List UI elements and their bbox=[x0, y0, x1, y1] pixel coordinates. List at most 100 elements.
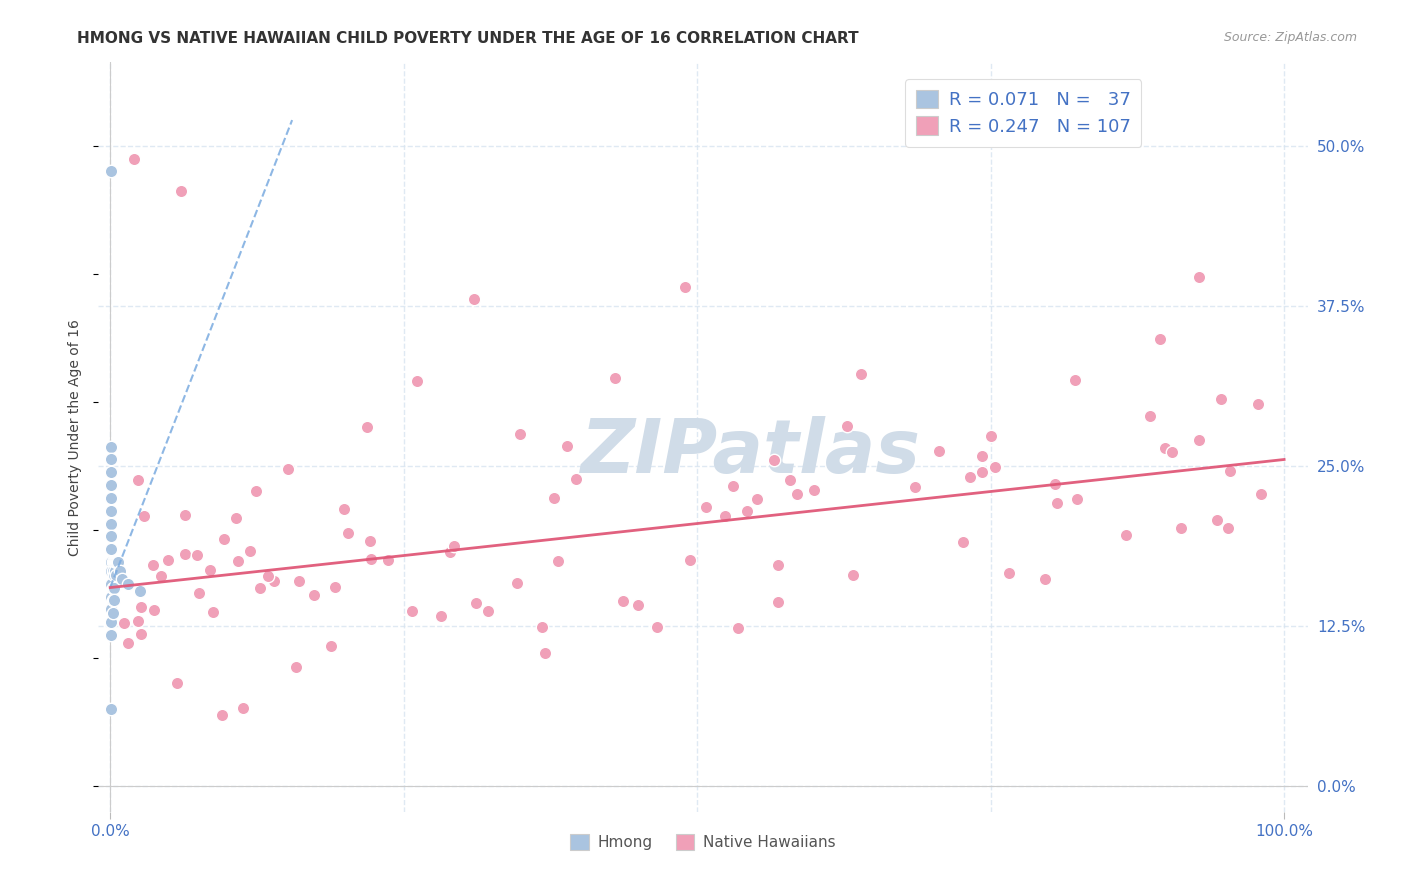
Point bbox=[377, 552, 399, 566]
Point bbox=[849, 368, 872, 382]
Point bbox=[835, 418, 858, 433]
Point bbox=[100, 702, 122, 716]
Point bbox=[1205, 513, 1227, 527]
Point bbox=[100, 516, 122, 531]
Point bbox=[356, 419, 378, 434]
Point bbox=[509, 426, 531, 441]
Point bbox=[100, 564, 122, 578]
Point bbox=[202, 605, 225, 619]
Point bbox=[1246, 397, 1268, 411]
Point bbox=[169, 184, 191, 198]
Point bbox=[105, 555, 128, 569]
Point bbox=[211, 708, 233, 723]
Point bbox=[104, 564, 127, 578]
Point bbox=[612, 594, 634, 608]
Point bbox=[232, 701, 254, 715]
Point bbox=[1188, 433, 1211, 447]
Point bbox=[1209, 392, 1232, 406]
Point bbox=[323, 580, 346, 594]
Point bbox=[263, 574, 285, 588]
Point bbox=[679, 553, 702, 567]
Point bbox=[1219, 464, 1241, 478]
Point bbox=[129, 600, 152, 615]
Point bbox=[186, 548, 208, 562]
Point bbox=[103, 593, 125, 607]
Point bbox=[101, 564, 124, 578]
Point bbox=[104, 555, 127, 569]
Point bbox=[112, 616, 135, 631]
Point bbox=[721, 479, 744, 493]
Point bbox=[100, 452, 122, 467]
Point bbox=[100, 590, 122, 604]
Point bbox=[779, 473, 801, 487]
Point bbox=[101, 555, 124, 569]
Point bbox=[100, 542, 122, 557]
Point bbox=[1154, 442, 1177, 456]
Point bbox=[249, 581, 271, 595]
Point bbox=[505, 576, 527, 591]
Point bbox=[1063, 373, 1085, 387]
Point bbox=[142, 558, 165, 572]
Point bbox=[198, 563, 221, 577]
Point bbox=[143, 603, 166, 617]
Point bbox=[150, 568, 173, 582]
Point bbox=[100, 576, 122, 591]
Point bbox=[1035, 572, 1057, 586]
Point bbox=[127, 474, 149, 488]
Point bbox=[998, 566, 1021, 581]
Point bbox=[714, 508, 737, 523]
Point bbox=[1139, 409, 1161, 423]
Point bbox=[108, 564, 131, 578]
Point bbox=[980, 429, 1002, 443]
Point bbox=[803, 483, 825, 497]
Point bbox=[337, 526, 360, 541]
Point bbox=[984, 459, 1007, 474]
Point bbox=[174, 547, 197, 561]
Point bbox=[727, 621, 749, 635]
Point bbox=[747, 492, 769, 507]
Point bbox=[463, 293, 485, 307]
Point bbox=[100, 440, 122, 454]
Point bbox=[952, 535, 974, 549]
Point bbox=[1149, 332, 1171, 346]
Point bbox=[547, 554, 569, 568]
Point bbox=[430, 608, 453, 623]
Point bbox=[166, 676, 188, 690]
Point bbox=[100, 615, 122, 629]
Point bbox=[319, 639, 342, 653]
Point bbox=[100, 491, 122, 505]
Point bbox=[401, 604, 423, 618]
Point bbox=[766, 558, 789, 573]
Point bbox=[477, 604, 499, 618]
Point bbox=[174, 508, 197, 522]
Point bbox=[766, 595, 789, 609]
Point bbox=[103, 581, 125, 595]
Point bbox=[959, 470, 981, 484]
Point bbox=[1046, 496, 1069, 510]
Point bbox=[359, 534, 381, 549]
Point bbox=[695, 500, 717, 514]
Point bbox=[1161, 445, 1184, 459]
Point bbox=[100, 465, 122, 479]
Point bbox=[842, 568, 865, 582]
Point bbox=[100, 602, 122, 616]
Point bbox=[302, 588, 325, 602]
Text: ZIPatlas: ZIPatlas bbox=[581, 416, 921, 489]
Point bbox=[565, 472, 588, 486]
Point bbox=[105, 555, 128, 569]
Point bbox=[225, 511, 247, 525]
Point bbox=[763, 452, 786, 467]
Y-axis label: Child Poverty Under the Age of 16: Child Poverty Under the Age of 16 bbox=[69, 318, 83, 556]
Point bbox=[228, 554, 250, 568]
Point bbox=[645, 620, 668, 634]
Point bbox=[107, 555, 129, 569]
Point bbox=[530, 620, 553, 634]
Point bbox=[673, 279, 696, 293]
Point bbox=[100, 628, 122, 642]
Point bbox=[100, 164, 122, 178]
Point bbox=[1170, 521, 1192, 535]
Point bbox=[277, 462, 299, 476]
Legend: Hmong, Native Hawaiians: Hmong, Native Hawaiians bbox=[564, 829, 842, 856]
Point bbox=[127, 614, 149, 628]
Point bbox=[603, 371, 626, 385]
